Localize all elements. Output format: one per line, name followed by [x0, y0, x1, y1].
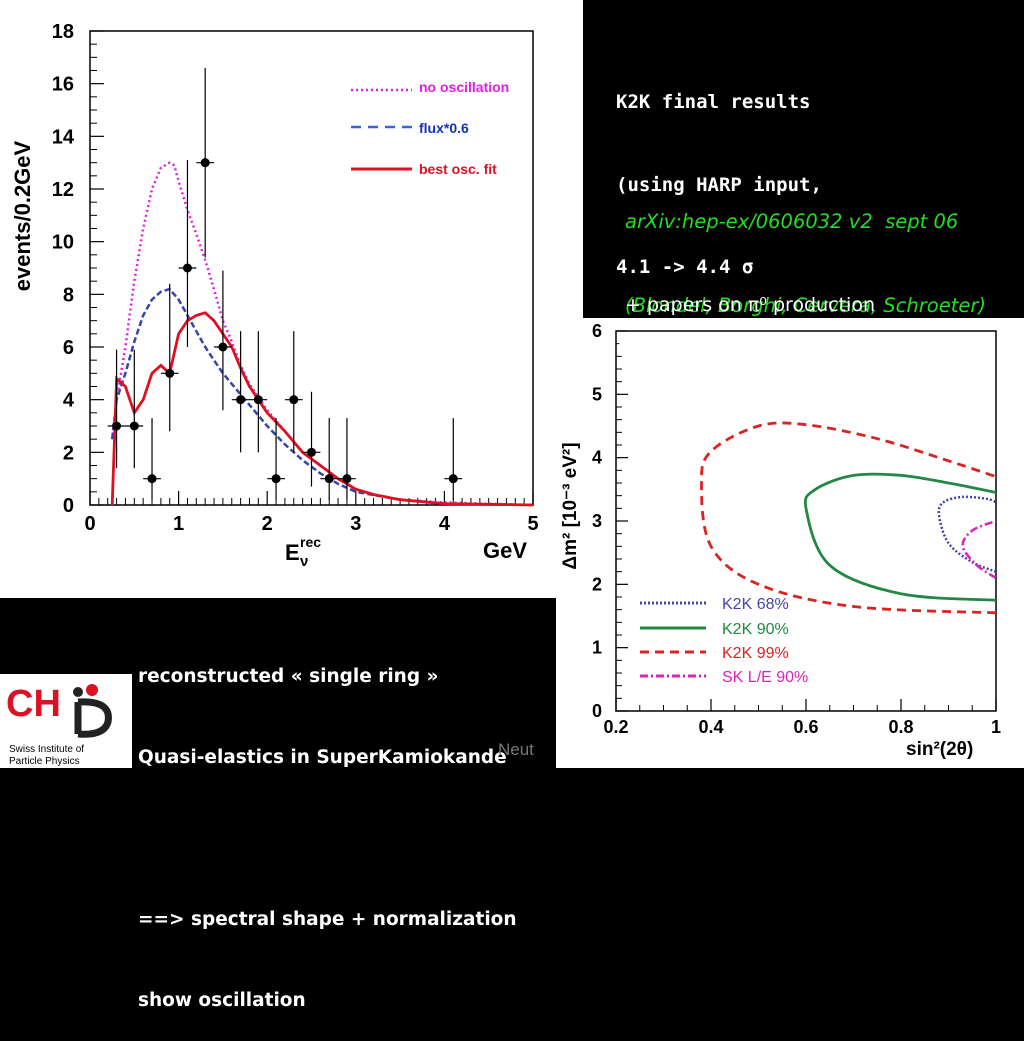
- y-tick-label: 0: [63, 495, 74, 517]
- data-point: [125, 349, 144, 469]
- k2k-results-text: K2K final results (using HARP input, 4.1…: [616, 91, 914, 361]
- y-tick-label-contour: 5: [592, 384, 602, 404]
- data-point: [249, 331, 268, 453]
- x-tick-label: 5: [527, 513, 538, 535]
- x-tick-label: 2: [262, 513, 273, 535]
- data-point: [302, 391, 321, 487]
- data-point: [160, 283, 179, 432]
- x-tick-label: 1: [173, 513, 184, 535]
- y-tick-label: 8: [63, 284, 74, 306]
- y-tick-label: 4: [63, 390, 75, 412]
- x-tick-label: 4: [439, 513, 451, 535]
- data-point: [214, 270, 232, 411]
- data-point: [267, 418, 285, 500]
- legend-flux: flux*0.6: [419, 120, 469, 136]
- x-axis-label-contour: sin²(2θ): [906, 739, 973, 760]
- y-axis-label: events/0.2GeV: [10, 140, 35, 291]
- y-axis-label-contour: Δm² [10⁻³ eV²]: [560, 442, 581, 569]
- contour-chart: 0.2 0.4 0.6 0.8 1 0 1 2 3 4 5 6 Δm² [10⁻³ eV²] sin²…: [556, 318, 1024, 768]
- x-tick-label-contour: 1: [991, 717, 1001, 737]
- arxiv-reference: arXiv:hep-ex/0606032 v2 sept 06 (Blondel…: [625, 210, 986, 317]
- legend-no-oscillation: no oscillation: [419, 79, 509, 95]
- y-tick-label-contour: 0: [592, 701, 602, 721]
- x-tick-label: 3: [350, 513, 361, 535]
- svg-text:rec: rec: [300, 534, 321, 550]
- legend-k2k99: K2K 99%: [722, 645, 789, 662]
- x-tick-label: 0: [84, 513, 95, 535]
- superk-description: reconstructed « single ring » Quasi-elas…: [138, 666, 517, 1011]
- y-tick-label-contour: 1: [592, 638, 602, 658]
- y-tick-label: 14: [52, 126, 75, 148]
- chipp-logo: CH Swiss Institute of Particle Physics: [0, 674, 132, 768]
- y-tick-label: 2: [63, 442, 74, 464]
- data-point: [231, 331, 250, 453]
- left-legend: no oscillation flux*0.6 best osc. fit: [351, 79, 509, 177]
- y-tick-label: 12: [52, 179, 74, 201]
- legend-best-fit: best osc. fit: [419, 161, 497, 177]
- svg-text:ν: ν: [300, 553, 308, 570]
- y-tick-label: 10: [52, 232, 74, 254]
- legend-sk90: SK L/E 90%: [722, 669, 808, 686]
- energy-spectrum-chart: 0 1 2 3 4 5 0 2 4 6 8 10 12 14 16 18 events/0.2GeV E re…: [0, 0, 583, 598]
- y-tick-label-contour: 2: [592, 574, 602, 594]
- y-tick-label-contour: 4: [592, 448, 602, 468]
- data-point: [196, 67, 215, 258]
- right-legend: K2K 68% K2K 90% K2K 99% SK L/E 90%: [640, 596, 808, 686]
- data-point: [284, 331, 303, 453]
- data-point: [444, 418, 463, 500]
- x-tick-label-contour: 0.2: [603, 717, 628, 737]
- x-tick-label-contour: 0.4: [698, 717, 723, 737]
- papers-note: + papers on π⁰ production and quasi-elas…: [625, 294, 875, 400]
- y-tick-label-contour: 6: [592, 321, 602, 341]
- data-point: [338, 418, 356, 500]
- data-point: [107, 349, 126, 469]
- svg-text:Swiss Institute of: Swiss Institute of: [9, 744, 84, 755]
- data-point: [143, 418, 161, 500]
- svg-text:Particle Physics: Particle Physics: [9, 756, 80, 767]
- data-point: [320, 418, 339, 500]
- k2k90-contour: [803, 472, 996, 602]
- y-tick-label: 16: [52, 74, 74, 96]
- x-tick-label-contour: 0.8: [888, 717, 913, 737]
- y-tick-label: 18: [52, 21, 74, 43]
- x-axis-unit: GeV: [483, 538, 527, 563]
- data-point: [178, 160, 197, 347]
- footer-text: Neut: [498, 740, 534, 759]
- k2k99-contour: [700, 421, 996, 615]
- k2k68-contour: [937, 495, 996, 573]
- contour-svg: 0.2 0.4 0.6 0.8 1 0 1 2 3 4 5 6 Δm² [10⁻³ eV²] sin²…: [560, 321, 1001, 760]
- y-tick-label-contour: 3: [592, 511, 602, 531]
- x-tick-label-contour: 0.6: [793, 717, 818, 737]
- y-tick-label: 6: [63, 337, 74, 359]
- legend-k2k68: K2K 68%: [722, 596, 789, 613]
- best-fit-curve: [110, 311, 534, 507]
- no-oscillation-curve: [110, 161, 534, 507]
- x-axis-label: E: [285, 540, 300, 565]
- flux-curve: [110, 287, 534, 507]
- legend-k2k90: K2K 90%: [722, 621, 789, 638]
- svg-text:CH: CH: [6, 683, 61, 725]
